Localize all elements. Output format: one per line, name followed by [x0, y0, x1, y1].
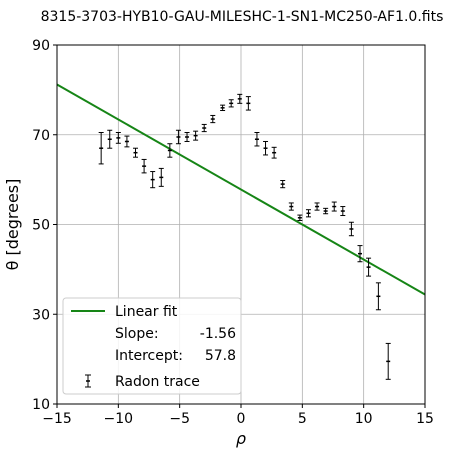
radon-trace-point	[124, 135, 130, 148]
y-tick-label: 10	[32, 397, 50, 413]
legend: Linear fit Slope: -1.56 Intercept: 57.8 …	[62, 297, 242, 395]
legend-box	[62, 297, 242, 395]
radon-trace-point	[167, 143, 173, 158]
radon-trace-point	[237, 93, 243, 104]
linear-fit-line	[56, 83, 426, 296]
radon-trace-point	[305, 209, 311, 218]
radon-trace-point	[288, 202, 294, 211]
radon-trace-point	[254, 132, 260, 147]
radon-trace-point	[280, 180, 286, 189]
legend-fit-label: Linear fit	[115, 304, 178, 320]
legend-intercept-value: 57.8	[205, 348, 236, 364]
radon-trace-point	[297, 214, 303, 221]
x-tick-label: −5	[169, 411, 190, 427]
legend-slope-value: -1.56	[200, 326, 236, 342]
radon-trace-point	[107, 129, 113, 149]
radon-trace-point	[98, 132, 104, 165]
radon-trace-point	[150, 171, 156, 189]
radon-trace-point	[158, 167, 164, 187]
y-tick-label: 50	[32, 218, 50, 234]
radon-trace-point	[340, 206, 346, 217]
radon-trace-point	[375, 282, 381, 311]
radon-trace-point	[115, 132, 121, 144]
x-axis-label: ρ	[236, 429, 246, 448]
radon-trace-point	[271, 146, 277, 159]
radon-trace-point	[314, 202, 320, 211]
ticks: −15 −10 −5 0 5 10 15 10 30 50 70 90	[32, 38, 434, 427]
radon-trace-point	[184, 132, 190, 142]
radon-trace-point	[141, 158, 147, 174]
radon-trace-point	[385, 342, 391, 380]
y-tick-label: 90	[32, 38, 50, 54]
x-tick-label: 15	[416, 411, 434, 427]
radon-trace-point	[348, 221, 354, 237]
radon-trace-point	[366, 257, 372, 277]
y-tick-label: 70	[32, 128, 50, 144]
x-tick-label: 0	[237, 411, 246, 427]
radon-trace-point	[331, 201, 337, 212]
chart-title: 8315-3703-HYB10-GAU-MILESHC-1-SN1-MC250-…	[41, 9, 444, 25]
x-tick-label: 5	[298, 411, 307, 427]
y-axis-label: θ [degrees]	[3, 179, 22, 271]
fit-layer	[56, 83, 426, 296]
radon-trace-point	[210, 114, 216, 124]
radon-trace-point	[245, 96, 251, 111]
legend-intercept-label: Intercept:	[115, 348, 183, 364]
radon-trace-point	[323, 207, 329, 215]
radon-trace-point	[133, 147, 139, 158]
legend-trace-label: Radon trace	[115, 374, 200, 390]
radon-trace-point	[201, 123, 207, 133]
legend-slope-label: Slope:	[115, 326, 159, 342]
radon-trace-point	[263, 140, 269, 156]
radon-trace-point	[220, 104, 226, 112]
radon-trace-point	[357, 245, 363, 263]
radon-trace-point	[228, 99, 234, 108]
radon-trace-point	[175, 129, 181, 145]
radon-trace-point	[193, 130, 199, 141]
legend-trace-swatch	[85, 374, 91, 388]
points-layer	[98, 93, 391, 380]
x-tick-label: −10	[104, 411, 134, 427]
x-tick-label: −15	[42, 411, 72, 427]
x-tick-label: 10	[355, 411, 373, 427]
y-tick-label: 30	[32, 307, 50, 323]
